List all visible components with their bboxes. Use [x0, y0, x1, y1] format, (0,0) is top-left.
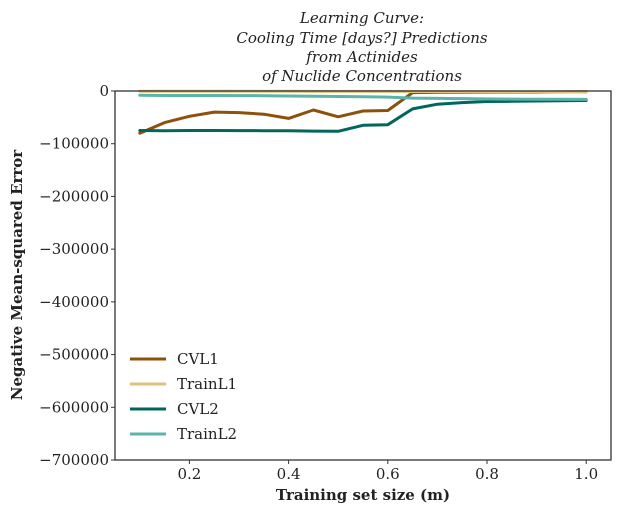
- series-line-trainl2: [138, 93, 588, 101]
- y-tick-label: −600000: [39, 398, 109, 416]
- legend-label-cvl2: CVL2: [177, 400, 219, 418]
- x-tick-label: 0.8: [475, 465, 499, 483]
- chart-title: Learning Curve: Cooling Time [days?] Pre…: [236, 9, 488, 85]
- legend-label-trainl2: TrainL2: [177, 425, 237, 443]
- y-tick-label: −500000: [39, 346, 109, 364]
- y-tick-label: −700000: [39, 451, 109, 469]
- x-tick-label: 0.2: [177, 465, 201, 483]
- y-tick-label: −300000: [39, 240, 109, 258]
- series-line-cvl2: [138, 99, 588, 133]
- x-tick-label: 0.4: [277, 465, 301, 483]
- plot-frame: [114, 90, 612, 461]
- x-axis-label: Training set size (m): [276, 486, 450, 504]
- title-line-1: Learning Curve:: [299, 9, 424, 27]
- y-axis-ticks: 0 −100000 −200000 −300000 −400000 −500000 −600…: [39, 82, 115, 469]
- y-tick-label: −400000: [39, 293, 109, 311]
- y-tick-label: 0: [99, 82, 109, 100]
- y-axis-label: Negative Mean-squared Error: [8, 149, 26, 401]
- title-line-4: of Nuclide Concentrations: [262, 67, 462, 85]
- x-tick-label: 0.6: [376, 465, 400, 483]
- y-tick-label: −200000: [39, 187, 109, 205]
- title-line-2: Cooling Time [days?] Predictions: [236, 29, 488, 47]
- legend-label-cvl1: CVL1: [177, 350, 219, 368]
- x-axis-ticks: 0.2 0.4 0.6 0.8 1.0: [177, 460, 598, 483]
- series-layer: [138, 89, 588, 135]
- y-tick-label: −100000: [39, 135, 109, 153]
- legend: CVL1 TrainL1 CVL2 TrainL2: [130, 350, 237, 443]
- x-tick-label: 1.0: [574, 465, 598, 483]
- legend-label-trainl1: TrainL1: [177, 375, 237, 393]
- title-line-3: from Actinides: [305, 48, 418, 66]
